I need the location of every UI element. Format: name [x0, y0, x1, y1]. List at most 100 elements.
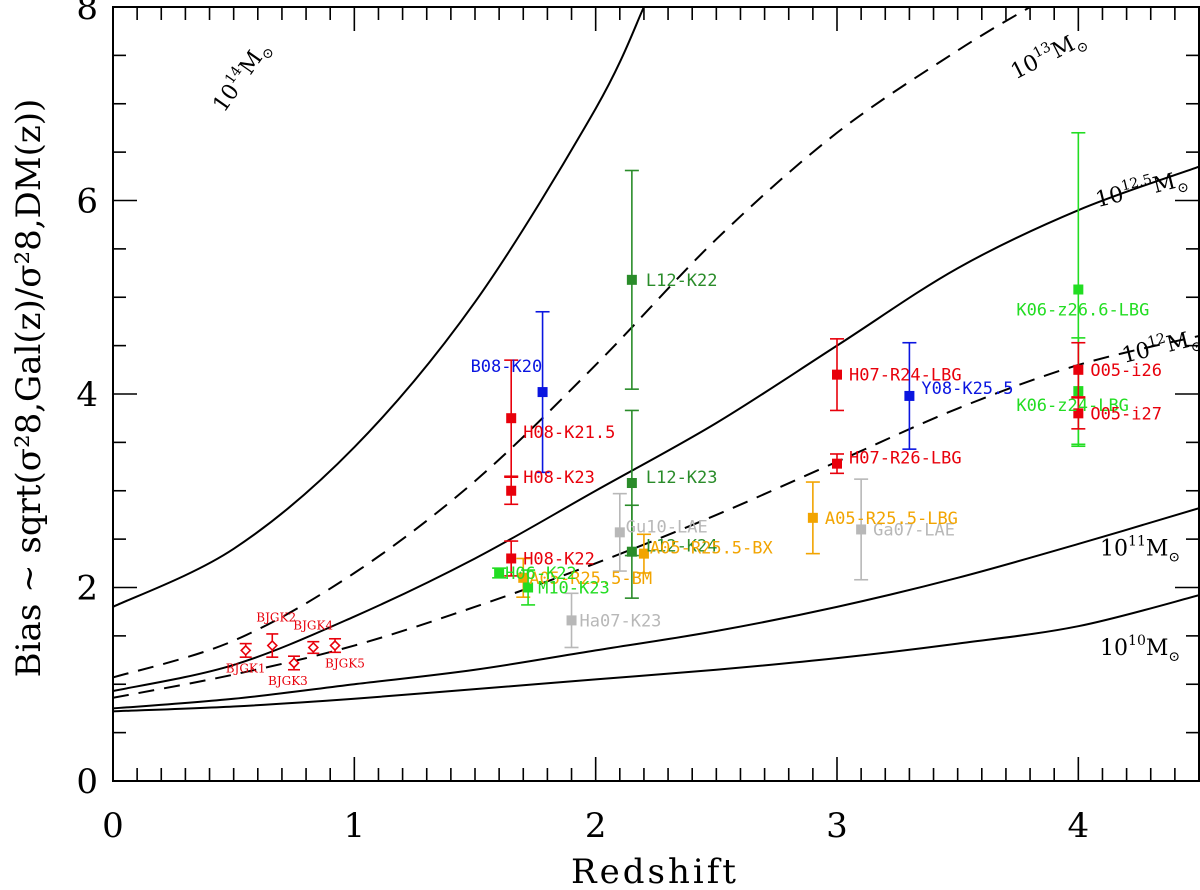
- square-marker: [506, 413, 517, 424]
- x-tick-label: 0: [102, 806, 124, 846]
- x-tick-label: 4: [1068, 806, 1090, 846]
- data-point-label: Gu10-LAE: [626, 517, 708, 537]
- data-point-label: Ga07-LAE: [873, 520, 955, 540]
- data-point: [329, 637, 342, 654]
- data-point-label: A05-R25.5-BM: [529, 569, 652, 589]
- curve-mass-label: 1014M⊙: [206, 35, 278, 119]
- mass-curve: [113, 594, 1199, 713]
- y-tick-label: 0: [76, 762, 98, 802]
- data-point-label: H06-K22: [505, 564, 577, 584]
- square-marker: [626, 478, 637, 489]
- data-point-label: H08-K22: [523, 549, 595, 569]
- survey-data-labels: BJGK1 BJGK2 BJGK3 BJGK4 BJGK5 H08-K21.5 H08-K2…: [226, 271, 1162, 688]
- data-point: [636, 533, 651, 574]
- data-point: [830, 453, 844, 475]
- axes-ticks: 0 1 2 3 4 0 2 4 6 8: [76, 0, 1200, 846]
- x-tick-label: 3: [826, 806, 848, 846]
- data-point: [564, 592, 579, 649]
- square-marker: [807, 512, 818, 523]
- mass-curve: [113, 7, 1031, 679]
- square-marker: [523, 582, 534, 593]
- data-point-label: Y08-K25.5: [921, 379, 1013, 399]
- data-point: [1071, 397, 1086, 430]
- curve-mass-text: 1013M⊙: [1006, 24, 1092, 89]
- curve-mass-text: 1011M⊙: [1100, 534, 1180, 566]
- diamond-marker: [329, 639, 341, 652]
- data-point: [830, 338, 844, 412]
- data-point: [307, 640, 320, 655]
- data-point-label: H08-K21.5: [523, 423, 615, 443]
- curve-mass-text: 1012.5M⊙: [1092, 163, 1190, 217]
- square-marker: [832, 458, 842, 469]
- mass-curve: [113, 507, 1199, 710]
- data-point: [624, 504, 639, 599]
- data-point: [805, 481, 820, 555]
- data-point: [1071, 341, 1086, 398]
- data-point-label: Ha07-K23: [580, 611, 662, 631]
- data-point: [266, 633, 279, 658]
- square-marker: [506, 485, 517, 496]
- diamond-marker: [266, 639, 278, 652]
- data-point-label: O05-i26: [1090, 361, 1162, 381]
- data-point-label: L12-K24: [646, 537, 718, 557]
- data-point-label: H07-R26-LBG: [849, 449, 962, 469]
- halo-mass-curve-labels: 1014M⊙ 1013M⊙1012.5M⊙1012M⊙1011M⊙1010M⊙: [206, 24, 1200, 666]
- square-marker: [506, 553, 517, 564]
- data-point-label: K06-z24-LBG: [1016, 396, 1129, 416]
- data-point-label: H07-R24-LBG: [849, 366, 962, 386]
- data-point: [504, 540, 519, 577]
- mass-curve: [113, 7, 645, 608]
- data-point-label: BJGK4: [293, 618, 333, 632]
- square-marker: [638, 548, 649, 559]
- x-tick-label: 1: [344, 806, 366, 846]
- y-tick-label: 6: [76, 182, 98, 222]
- curve-mass-label: 1013M⊙: [1006, 24, 1092, 89]
- data-point-label: BJGK2: [256, 611, 296, 625]
- mass-curve: [113, 165, 1199, 693]
- data-point: [521, 569, 536, 606]
- diamond-marker: [307, 641, 319, 654]
- square-marker: [537, 387, 548, 398]
- curve-mass-label: 1011M⊙: [1100, 534, 1180, 566]
- data-point-label: K06-z26.6-LBG: [1016, 301, 1149, 321]
- plot-frame: [112, 6, 1200, 782]
- data-point-label: H08-K23: [523, 468, 595, 488]
- data-point: [288, 655, 300, 671]
- diamond-marker: [288, 657, 300, 669]
- curve-mass-text: 1010M⊙: [1100, 633, 1180, 665]
- data-point-label: O05-i27: [1090, 404, 1162, 424]
- square-marker: [518, 572, 529, 583]
- square-marker: [1073, 408, 1084, 419]
- y-axis-title: Bias ~ sqrt(σ²8,Gal(z)/σ²8,DM(z)): [9, 99, 49, 678]
- data-point: [902, 341, 917, 450]
- y-tick-label: 4: [76, 375, 98, 415]
- diamond-marker: [240, 644, 252, 657]
- data-point: [624, 169, 639, 390]
- y-tick-label: 2: [76, 569, 98, 609]
- y-tick-label: 8: [76, 0, 98, 28]
- data-point-label: L12-K23: [646, 468, 718, 488]
- data-point: [504, 359, 519, 478]
- square-marker: [904, 390, 915, 401]
- data-point-label: A05-R25.5-LBG: [825, 509, 958, 529]
- data-point-label: BJGK5: [325, 657, 365, 671]
- square-marker: [1073, 284, 1084, 295]
- square-marker: [494, 567, 505, 578]
- data-point: [854, 478, 869, 581]
- square-marker: [566, 615, 577, 626]
- x-axis-title: Redshift: [571, 852, 739, 890]
- data-point: [492, 567, 507, 579]
- square-marker: [856, 524, 867, 535]
- survey-data-points: [239, 131, 1086, 671]
- data-point: [535, 310, 550, 474]
- square-marker: [626, 274, 637, 285]
- data-point: [239, 642, 252, 658]
- data-point-label: M10-K23: [538, 579, 610, 599]
- square-marker: [832, 369, 842, 380]
- square-marker: [1073, 364, 1084, 375]
- square-marker: [614, 527, 625, 538]
- square-marker: [626, 546, 637, 557]
- data-point: [612, 492, 627, 572]
- x-tick-label: 2: [585, 806, 607, 846]
- curve-mass-text: 1014M⊙: [206, 35, 278, 119]
